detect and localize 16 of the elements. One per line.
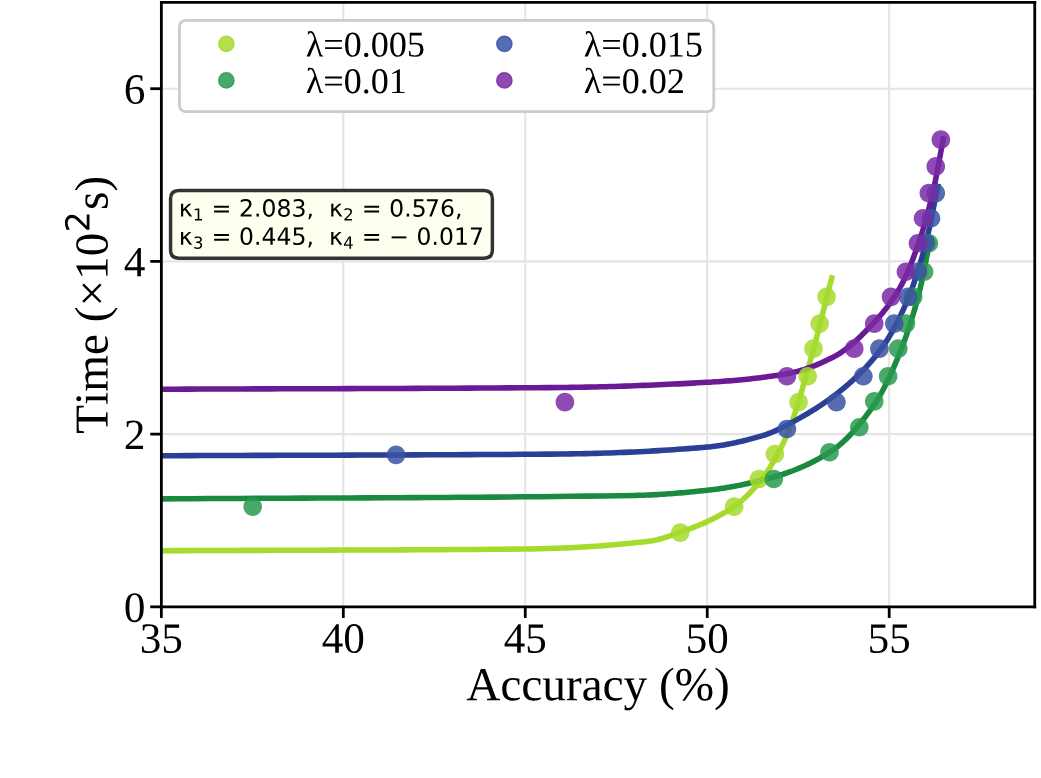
legend-label: λ=0.02 <box>584 67 683 94</box>
x-tick-label: 55 <box>870 624 910 654</box>
x-axis-title: Accuracy (%) <box>466 667 728 711</box>
y-tick-label: 4 <box>124 248 145 277</box>
legend-label: λ=0.015 <box>584 31 702 58</box>
y-tick-label: 2 <box>125 420 144 450</box>
x-tick-label: 50 <box>688 624 728 654</box>
y-tick-label: 0 <box>125 593 144 623</box>
x-tick-label: 45 <box>504 624 546 654</box>
y-tick-label: 6 <box>125 75 145 105</box>
x-tick-label: 40 <box>322 624 364 654</box>
legend-label: λ=0.005 <box>306 31 424 58</box>
legend-label: λ=0.01 <box>306 67 405 94</box>
x-tick-label: 35 <box>141 624 182 654</box>
y-axis-title: Time (×10$^{2}$s) <box>64 177 118 433</box>
text: κ$_{1}$ = 2.083, κ$_{2}$ = 0.576, κ$_{3}$ = 0.445, κ$_{4}$ = − 0.017 <box>181 199 482 249</box>
